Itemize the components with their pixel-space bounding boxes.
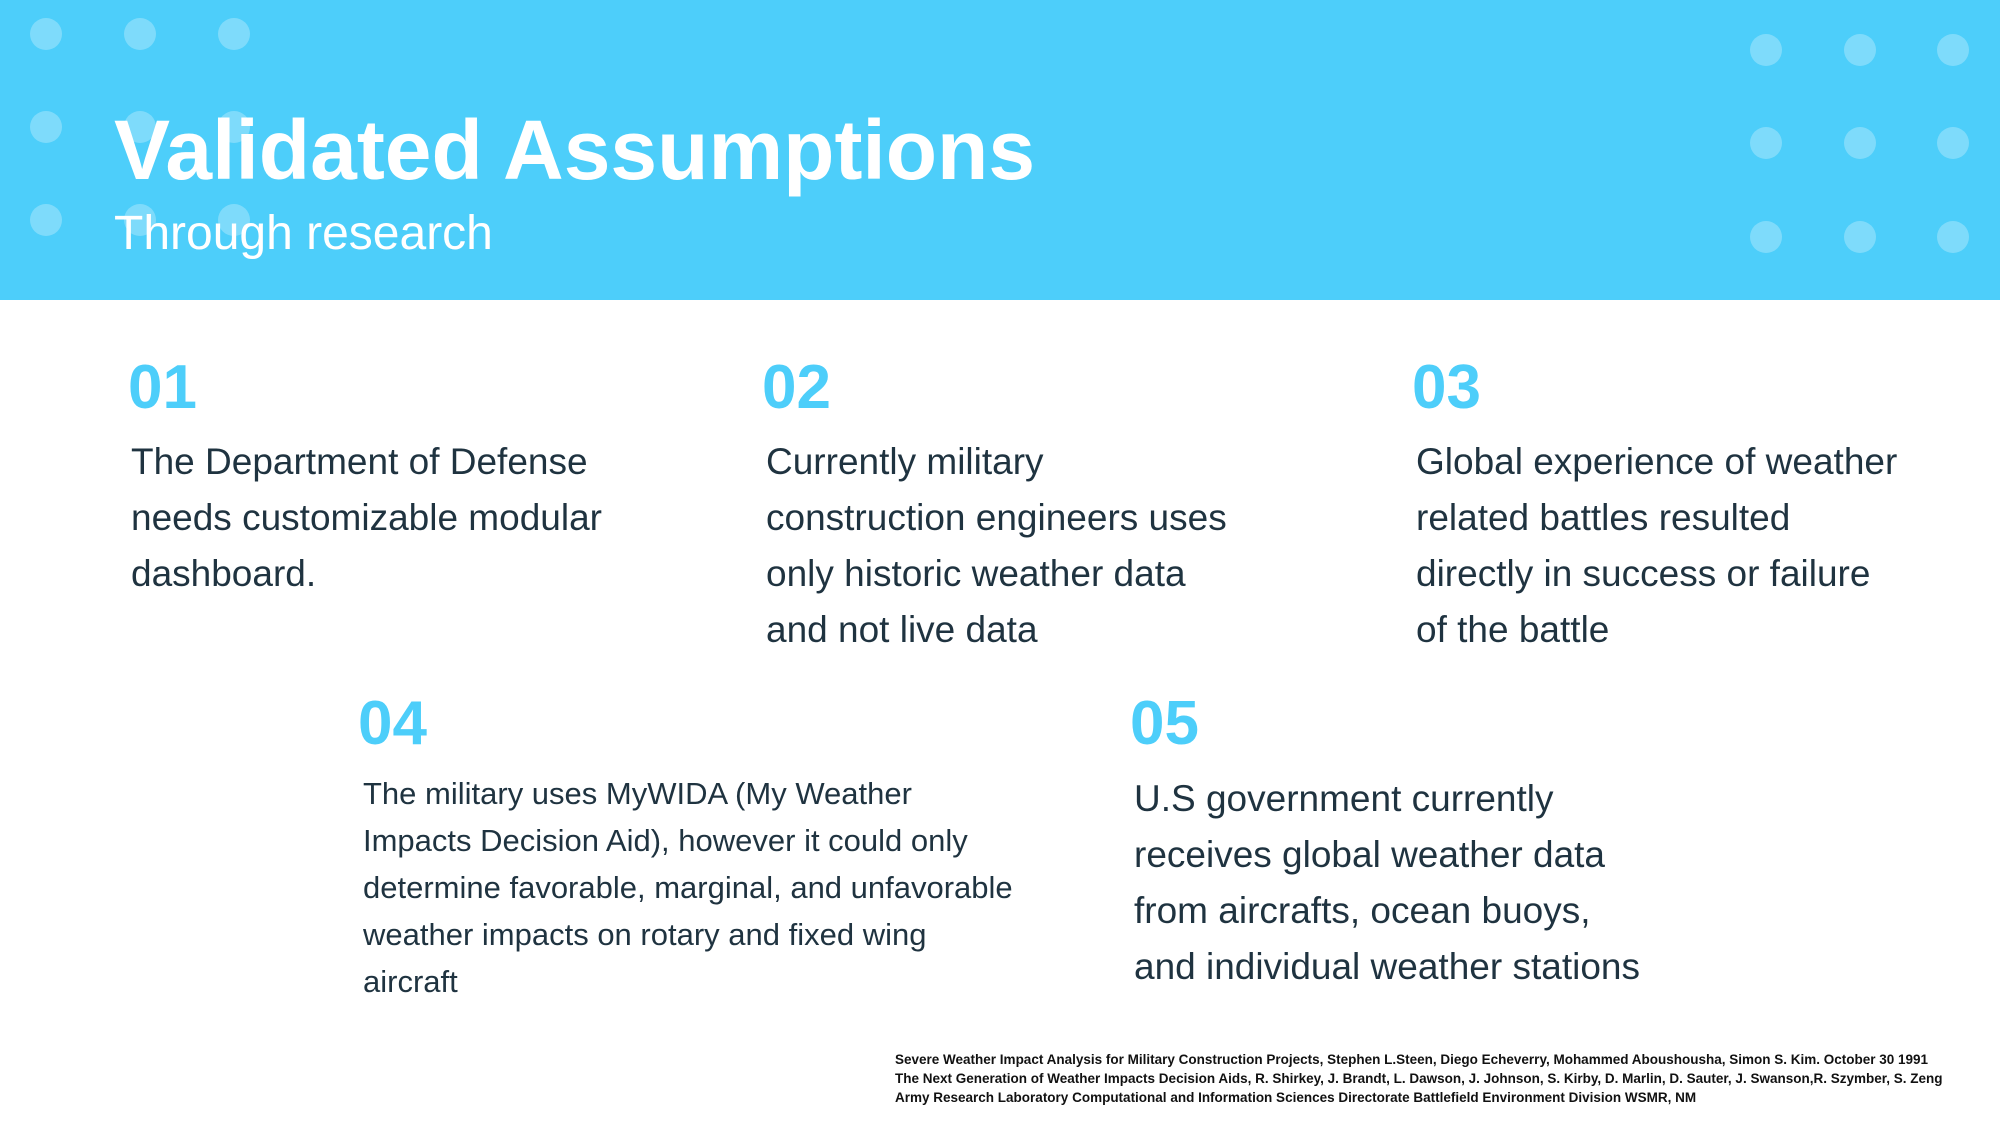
decorative-dot bbox=[218, 111, 250, 143]
page-subtitle: Through research bbox=[114, 207, 493, 260]
item-text-line: from aircrafts, ocean buoys, bbox=[1134, 890, 1591, 931]
decorative-dot bbox=[218, 18, 250, 50]
item-text-line: needs customizable modular bbox=[131, 497, 602, 538]
reference-line: Army Research Laboratory Computational a… bbox=[895, 1090, 1697, 1105]
item-text-line: receives global weather data bbox=[1134, 834, 1606, 875]
decorative-dot bbox=[1937, 221, 1969, 253]
item-number-05: 05 bbox=[1130, 689, 1199, 758]
item-text-line: The military uses MyWIDA (My Weather bbox=[363, 776, 912, 811]
decorative-dot bbox=[124, 111, 156, 143]
page-title: Validated Assumptions bbox=[114, 103, 1036, 197]
item-text-line: U.S government currently bbox=[1134, 778, 1554, 819]
item-text-04: The military uses MyWIDA (My Weather Imp… bbox=[363, 770, 1083, 1005]
item-text-line: weather impacts on rotary and fixed wing bbox=[363, 917, 927, 952]
item-text-line: Impacts Decision Aid), however it could … bbox=[363, 823, 968, 858]
item-text-line: Currently military bbox=[766, 441, 1044, 482]
item-text-line: construction engineers uses bbox=[766, 497, 1227, 538]
item-text-line: and individual weather stations bbox=[1134, 946, 1640, 987]
item-text-line: dashboard. bbox=[131, 553, 317, 594]
decorative-dot bbox=[1750, 221, 1782, 253]
decorative-dot bbox=[30, 204, 62, 236]
header-banner: Validated Assumptions Through research bbox=[0, 0, 2000, 300]
item-text-02: Currently military construction engineer… bbox=[766, 434, 1326, 658]
decorative-dot bbox=[1844, 127, 1876, 159]
item-text-line: of the battle bbox=[1416, 609, 1610, 650]
decorative-dot bbox=[30, 111, 62, 143]
decorative-dot bbox=[1937, 34, 1969, 66]
item-text-line: The Department of Defense bbox=[131, 441, 588, 482]
decorative-dot bbox=[30, 18, 62, 50]
item-text-01: The Department of Defense needs customiz… bbox=[131, 434, 691, 602]
decorative-dot bbox=[1750, 127, 1782, 159]
item-text-line: determine favorable, marginal, and unfav… bbox=[363, 870, 1013, 905]
reference-line: Severe Weather Impact Analysis for Milit… bbox=[895, 1052, 1929, 1067]
item-text-line: directly in success or failure bbox=[1416, 553, 1871, 594]
reference-line: The Next Generation of Weather Impacts D… bbox=[895, 1071, 1943, 1086]
item-number-04: 04 bbox=[358, 689, 427, 758]
item-number-02: 02 bbox=[762, 353, 831, 422]
item-text-line: related battles resulted bbox=[1416, 497, 1791, 538]
decorative-dot bbox=[1844, 221, 1876, 253]
decorative-dot bbox=[218, 204, 250, 236]
decorative-dot bbox=[1750, 34, 1782, 66]
item-text-line: aircraft bbox=[363, 964, 458, 999]
item-text-03: Global experience of weather related bat… bbox=[1416, 434, 1986, 658]
decorative-dot bbox=[1844, 34, 1876, 66]
item-text-05: U.S government currently receives global… bbox=[1134, 771, 1754, 995]
decorative-dot bbox=[1937, 127, 1969, 159]
decorative-dot bbox=[124, 18, 156, 50]
item-number-03: 03 bbox=[1412, 353, 1481, 422]
item-number-01: 01 bbox=[128, 353, 197, 422]
item-text-line: only historic weather data bbox=[766, 553, 1186, 594]
decorative-dot bbox=[124, 204, 156, 236]
item-text-line: Global experience of weather bbox=[1416, 441, 1898, 482]
item-text-line: and not live data bbox=[766, 609, 1038, 650]
references: Severe Weather Impact Analysis for Milit… bbox=[895, 1050, 1943, 1107]
